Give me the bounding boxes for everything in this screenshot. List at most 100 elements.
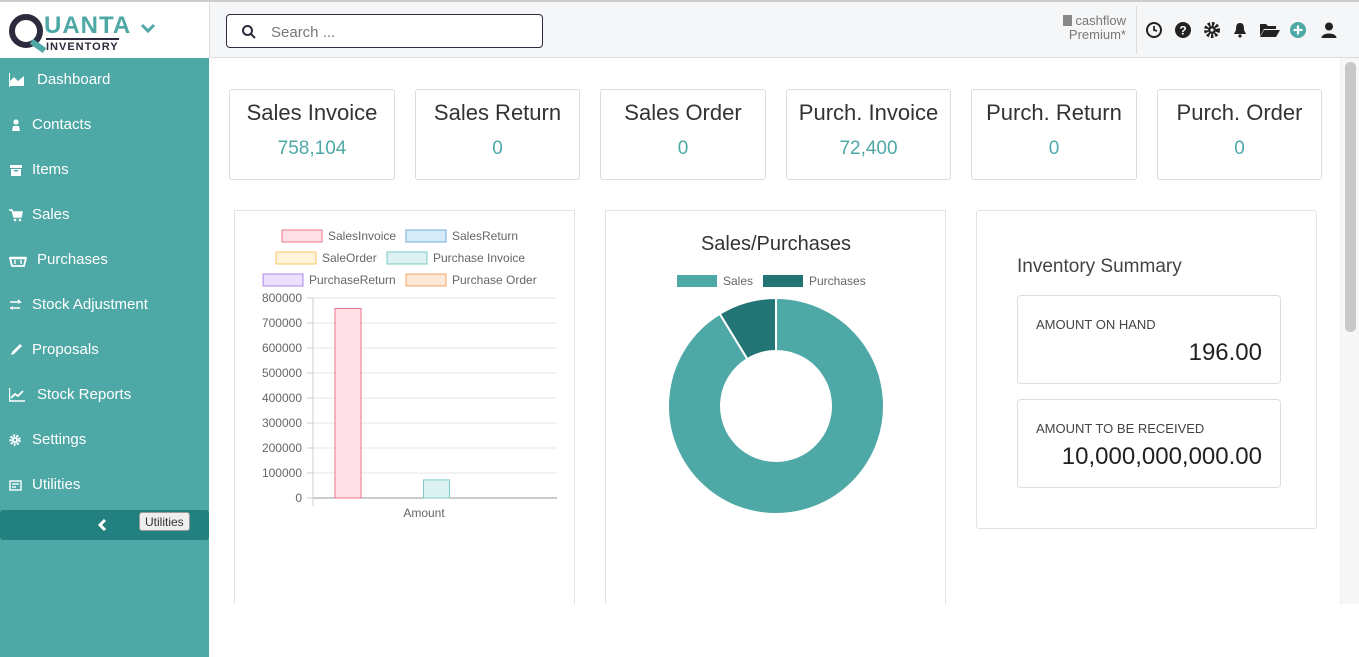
stat-value: 0 (492, 138, 503, 159)
stat-card-sales-return[interactable]: Sales Return 0 (415, 89, 580, 180)
sidebar-item-contacts[interactable]: Contacts (0, 103, 209, 148)
sidebar-item-settings[interactable]: Settings (0, 418, 209, 463)
building-icon (1063, 15, 1073, 26)
bar-chart: SalesInvoice SalesReturn SaleOrder Purchase… (262, 229, 557, 520)
stat-title: Purch. Order (1176, 100, 1303, 125)
sidebar-item-label: Stock Reports (37, 386, 132, 403)
stat-value: 0 (677, 138, 689, 159)
gear-icon[interactable] (1203, 21, 1221, 39)
y-tick-label: 200000 (262, 441, 302, 455)
search-input[interactable] (271, 21, 531, 43)
stat-value: 72,400 (839, 138, 898, 159)
legend-swatch[interactable] (275, 251, 317, 265)
stat-title: Sales Invoice (246, 100, 378, 125)
y-tick-label: 600000 (262, 341, 302, 355)
legend-label[interactable]: Purchases (809, 274, 866, 288)
stat-card-purch-return[interactable]: Purch. Return 0 (971, 89, 1137, 180)
sidebar-item-utilities[interactable]: Utilities (0, 463, 209, 508)
stat-title: Purch. Return (986, 100, 1122, 125)
sidebar-item-label: Items (32, 161, 69, 178)
vertical-scrollbar[interactable] (1340, 58, 1359, 604)
sidebar-item-items[interactable]: Items (0, 148, 209, 193)
sidebar-item-label: Utilities (32, 476, 81, 493)
archive-icon (10, 165, 22, 176)
sidebar-item-stock-reports[interactable]: Stock Reports (0, 373, 209, 418)
stat-card-purch-invoice[interactable]: Purch. Invoice 72,400 (786, 89, 951, 180)
sidebar-item-sales[interactable]: Sales (0, 193, 209, 238)
logo-name: UANTA (44, 12, 132, 39)
search-icon (242, 25, 256, 39)
sidebar-item-label: Sales (32, 206, 70, 223)
company-name: cashflow (1075, 13, 1126, 28)
company-plan: Premium* (1068, 27, 1126, 42)
stat-card-purch-order[interactable]: Purch. Order 0 (1157, 89, 1322, 180)
donut-chart-panel: Sales/Purchases Sales Purchases (605, 210, 946, 604)
clock-icon[interactable] (1145, 21, 1163, 39)
company-selector[interactable]: cashflow Premium* (1030, 14, 1126, 42)
donut-slice[interactable] (667, 296, 885, 515)
sidebar-item-stock-adjustment[interactable]: Stock Adjustment (0, 283, 209, 328)
legend-label[interactable]: SaleOrder (322, 251, 377, 265)
bar-chart-panel: SalesInvoice SalesReturn SaleOrder Purchase… (234, 210, 575, 604)
inventory-summary-panel: Inventory Summary AMOUNT ON HAND 196.00 … (976, 210, 1317, 529)
exchange-icon (10, 299, 22, 310)
amount-to-receive-card: AMOUNT TO BE RECEIVED 10,000,000,000.00 (1017, 399, 1281, 488)
folder-open-icon[interactable] (1259, 21, 1281, 39)
amount-on-hand-card: AMOUNT ON HAND 196.00 (1017, 295, 1281, 384)
x-tick-label: Amount (403, 506, 445, 520)
help-icon[interactable]: ? (1174, 21, 1192, 39)
gear-icon (9, 434, 21, 446)
pencil-icon (11, 344, 22, 355)
stat-value: 758,104 (277, 138, 347, 159)
legend-swatch[interactable] (386, 251, 428, 265)
donut-slice[interactable] (718, 296, 777, 361)
brand-logo[interactable]: UANTA INVENTORY (0, 2, 210, 58)
toolbar-divider (1136, 6, 1137, 54)
plus-circle-icon[interactable] (1289, 21, 1307, 39)
y-tick-label: 300000 (262, 416, 302, 430)
legend-label[interactable]: SalesInvoice (328, 229, 396, 243)
legend-swatch[interactable] (405, 273, 447, 287)
y-tick-label: 0 (295, 491, 302, 505)
scrollbar-thumb[interactable] (1345, 62, 1356, 332)
svg-text:?: ? (1179, 24, 1186, 38)
chevron-down-icon[interactable] (138, 18, 158, 38)
cart-icon (9, 209, 23, 222)
legend-swatch[interactable] (405, 229, 447, 243)
sidebar: Dashboard Contacts Items Sales Purchases… (0, 58, 209, 657)
amount-on-hand-label: AMOUNT ON HAND (1036, 317, 1156, 332)
legend-label[interactable]: SalesReturn (452, 229, 518, 243)
legend-label[interactable]: Purchase Invoice (433, 251, 525, 265)
legend-swatch[interactable] (281, 229, 323, 243)
tools-icon (9, 480, 22, 491)
sidebar-item-label: Proposals (32, 341, 99, 358)
donut-chart: Sales/Purchases Sales Purchases (667, 233, 885, 515)
stat-value: 0 (1234, 138, 1245, 159)
sidebar-item-dashboard[interactable]: Dashboard (0, 58, 209, 103)
sidebar-collapse-button[interactable]: Utilities (0, 510, 209, 540)
sidebar-item-label: Dashboard (37, 71, 111, 88)
sidebar-item-purchases[interactable]: Purchases (0, 238, 209, 283)
top-bar: UANTA INVENTORY cashflow Premium* ? (0, 0, 1359, 58)
bar[interactable] (334, 307, 362, 499)
amount-to-receive-value: 10,000,000,000.00 (1061, 443, 1262, 470)
stat-card-sales-invoice[interactable]: Sales Invoice 758,104 (229, 89, 395, 180)
legend-swatch[interactable] (262, 273, 304, 287)
legend-swatch[interactable] (763, 275, 803, 287)
y-tick-label: 700000 (262, 316, 302, 330)
inventory-summary-title: Inventory Summary (1017, 256, 1182, 277)
bell-icon[interactable] (1231, 21, 1249, 39)
legend-label[interactable]: Sales (723, 274, 753, 288)
sidebar-item-proposals[interactable]: Proposals (0, 328, 209, 373)
legend-swatch[interactable] (677, 275, 717, 287)
stat-title: Sales Order (624, 100, 742, 125)
legend-label[interactable]: PurchaseReturn (309, 273, 396, 287)
stat-card-sales-order[interactable]: Sales Order 0 (600, 89, 766, 180)
bar[interactable] (423, 479, 450, 499)
stat-title: Sales Return (433, 100, 562, 125)
chevron-left-icon (97, 518, 107, 532)
legend-label[interactable]: Purchase Order (452, 273, 537, 287)
basket-icon (9, 256, 27, 267)
user-icon[interactable] (1320, 21, 1338, 39)
